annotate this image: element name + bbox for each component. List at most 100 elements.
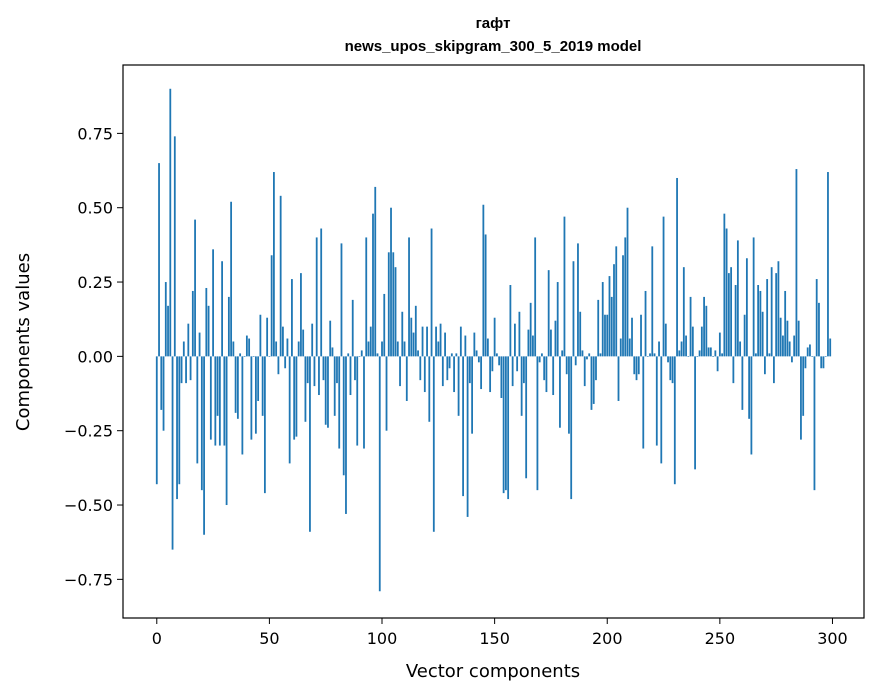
- bar-267: [757, 285, 760, 357]
- bar-184: [570, 356, 573, 500]
- bar-276: [777, 261, 780, 357]
- bar-94: [367, 341, 370, 357]
- bar-182: [565, 356, 568, 375]
- bar-151: [495, 353, 498, 357]
- bar-292: [813, 356, 816, 491]
- bar-45: [257, 356, 260, 401]
- bar-229: [671, 356, 674, 384]
- bar-157: [509, 285, 512, 357]
- bar-293: [815, 279, 818, 357]
- plot-frame: [122, 64, 865, 619]
- bar-68: [309, 356, 311, 532]
- bar-286: [800, 356, 802, 440]
- bar-298: [827, 172, 829, 357]
- bar-98: [376, 353, 379, 357]
- bar-261: [743, 314, 746, 357]
- bar-271: [766, 279, 769, 357]
- bar-90: [358, 356, 361, 357]
- bar-179: [559, 356, 561, 428]
- bar-199: [604, 314, 606, 357]
- bar-244: [705, 305, 708, 357]
- bar-116: [417, 350, 419, 357]
- bar-77: [329, 320, 332, 357]
- bar-232: [678, 350, 681, 357]
- bar-208: [624, 237, 627, 357]
- chart-title: гафт: [476, 15, 511, 32]
- chart-subtitle: news_upos_skipgram_300_5_2019 model: [345, 38, 642, 55]
- bar-132: [453, 356, 455, 393]
- bar-85: [347, 353, 350, 357]
- bar-123: [432, 356, 435, 532]
- bar-176: [552, 356, 555, 396]
- bar-297: [824, 356, 827, 357]
- bar-9: [176, 356, 178, 500]
- bar-34: [232, 341, 235, 357]
- bar-186: [574, 356, 577, 366]
- bar-2: [160, 356, 163, 410]
- bar-145: [482, 204, 485, 357]
- bar-7: [171, 356, 174, 550]
- bar-162: [520, 356, 523, 416]
- bar-273: [770, 267, 773, 357]
- bar-76: [327, 356, 329, 428]
- bar-275: [775, 273, 778, 357]
- bar-61: [293, 356, 296, 440]
- bar-265: [752, 237, 755, 357]
- bar-129: [446, 356, 449, 381]
- bar-64: [300, 273, 302, 357]
- bar-200: [606, 314, 609, 357]
- bar-237: [689, 296, 692, 357]
- bar-39: [243, 356, 246, 357]
- bar-183: [568, 356, 570, 434]
- y-axis-ticks: −0.75 −0.50 −0.25 0.00 0.25 0.50 0.75: [64, 124, 123, 589]
- bar-43: [252, 356, 255, 357]
- bar-147: [486, 338, 489, 357]
- bar-191: [586, 356, 588, 360]
- bar-49: [266, 317, 269, 357]
- bar-285: [797, 320, 800, 357]
- bar-103: [387, 252, 390, 357]
- bar-163: [523, 356, 525, 384]
- bar-283: [793, 335, 796, 357]
- bar-211: [631, 317, 633, 357]
- bar-28: [218, 356, 221, 446]
- x-tick-label: 200: [592, 629, 623, 648]
- bar-38: [241, 356, 244, 455]
- bar-37: [239, 353, 242, 357]
- bar-228: [669, 356, 672, 381]
- bar-225: [662, 216, 665, 357]
- bar-252: [723, 213, 726, 357]
- y-tick-label: 0.00: [77, 347, 113, 366]
- bar-150: [493, 317, 496, 357]
- bar-173: [545, 356, 548, 393]
- bar-238: [691, 326, 694, 357]
- bar-33: [230, 201, 233, 357]
- bar-296: [822, 356, 825, 369]
- bar-70: [313, 356, 316, 387]
- bar-82: [340, 243, 343, 357]
- bar-26: [214, 356, 217, 446]
- bar-65: [302, 329, 305, 357]
- bar-240: [696, 356, 699, 357]
- bar-141: [473, 332, 476, 357]
- bar-159: [514, 323, 516, 357]
- bar-140: [471, 356, 473, 434]
- bar-216: [642, 356, 645, 449]
- bar-41: [248, 338, 251, 357]
- bar-278: [782, 335, 784, 357]
- bar-256: [732, 356, 735, 384]
- bar-264: [750, 356, 753, 455]
- bar-299: [829, 338, 832, 357]
- bar-59: [288, 356, 291, 464]
- bar-5: [167, 305, 169, 357]
- bar-119: [423, 356, 426, 393]
- bar-4: [164, 282, 167, 357]
- bar-180: [561, 350, 564, 357]
- bar-205: [617, 356, 620, 401]
- bar-121: [428, 356, 431, 422]
- bar-210: [628, 338, 631, 357]
- bar-221: [653, 353, 656, 357]
- bar-153: [500, 356, 503, 398]
- bar-87: [351, 299, 354, 357]
